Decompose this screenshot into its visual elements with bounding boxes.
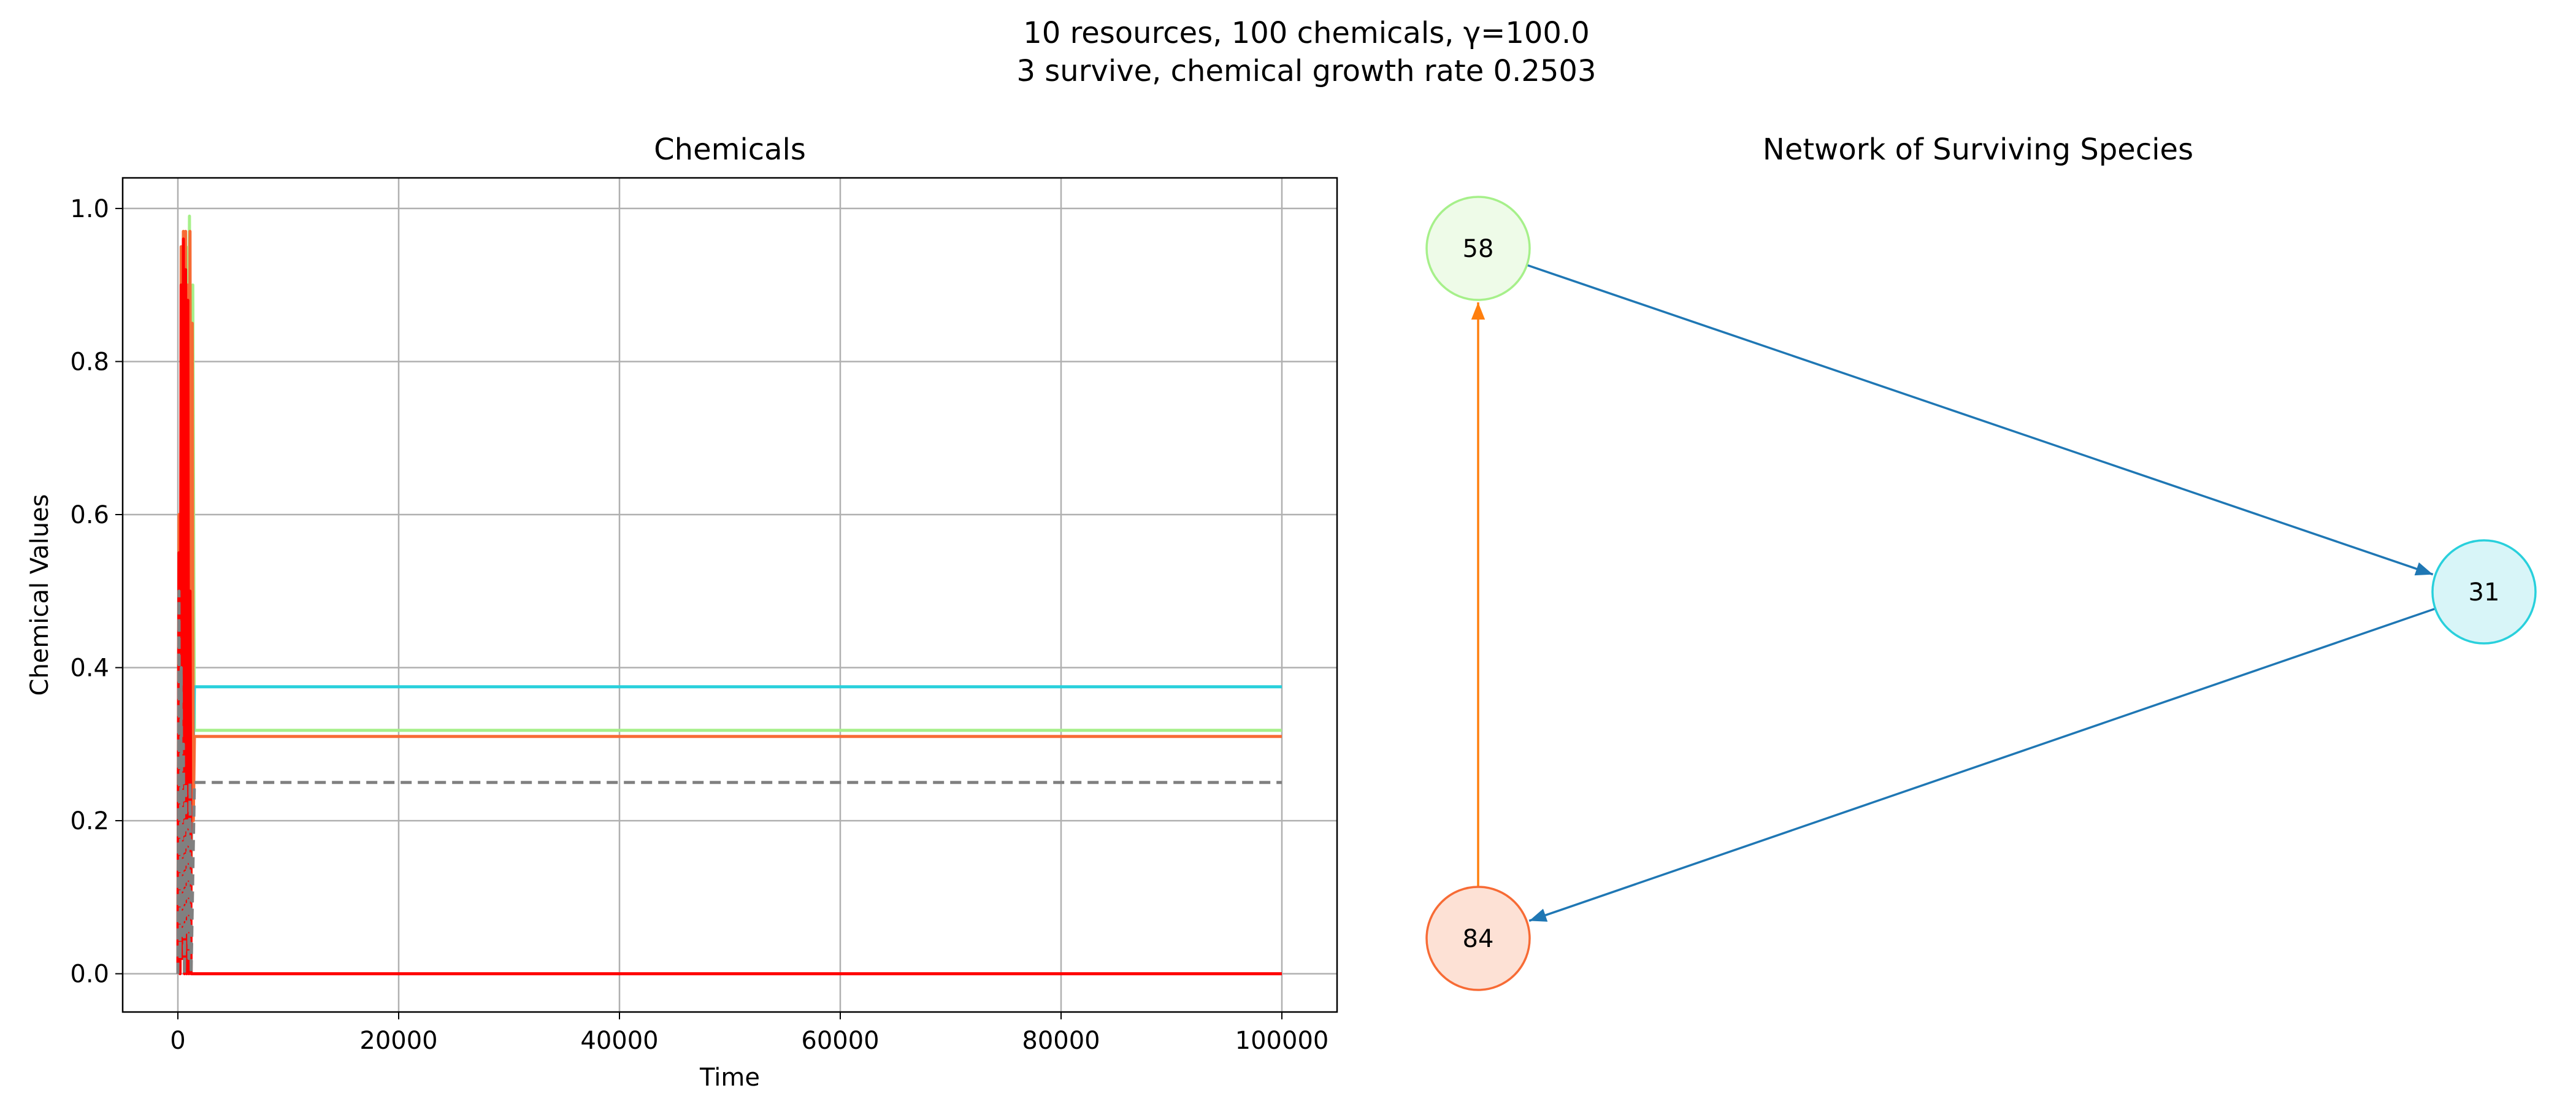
network-title: Network of Surviving Species [1763, 132, 2193, 167]
figure-suptitle-line1: 10 resources, 100 chemicals, γ=100.0 [1023, 16, 1589, 50]
chemicals-x-axis-label: Time [699, 1064, 760, 1092]
chemicals-grid [123, 178, 1337, 1012]
x-tick-label: 100000 [1235, 1027, 1329, 1055]
chemicals-plot-frame [121, 177, 1338, 1013]
node-label-84: 84 [1463, 925, 1494, 953]
chemicals-series [176, 214, 1282, 976]
edge-31-to-84 [1528, 607, 2436, 922]
series-line-0 [176, 214, 1282, 974]
chemicals-y-axis-label: Chemical Values [26, 494, 54, 696]
node-58 [1425, 196, 1531, 301]
y-tick-label: 1.0 [70, 195, 109, 223]
y-tick-label: 0.8 [70, 348, 109, 376]
edge-58-to-31 [1526, 264, 2434, 576]
series-line-4 [176, 589, 1282, 976]
figure-suptitle-line2: 3 survive, chemical growth rate 0.2503 [1017, 54, 1597, 88]
x-tick-label: 0 [170, 1027, 185, 1055]
chemicals-chart: Chemicals 0 20000 40000 60000 80000 100000 0.0… [26, 132, 1338, 1092]
series-line-3 [176, 237, 1282, 976]
network-edges [1471, 264, 2436, 922]
node-31 [2431, 539, 2537, 645]
node-84 [1425, 886, 1531, 991]
x-tick-label: 60000 [801, 1027, 879, 1055]
network-nodes: 58 31 84 [1425, 196, 2537, 991]
node-label-58: 58 [1463, 235, 1494, 263]
x-tick-label: 20000 [359, 1027, 437, 1055]
y-tick-label: 0.2 [70, 807, 109, 835]
x-tick-label: 80000 [1022, 1027, 1100, 1055]
network-chart: Network of Surviving Species 58 31 84 [1425, 132, 2537, 991]
y-tick-label: 0.4 [70, 654, 109, 683]
series-line-2 [176, 229, 1282, 974]
x-tick-label: 40000 [580, 1027, 658, 1055]
node-label-31: 31 [2469, 578, 2500, 607]
chemicals-title: Chemicals [654, 132, 806, 167]
y-tick-label: 0.0 [70, 960, 109, 989]
chemicals-ticks: 0 20000 40000 60000 80000 100000 0.0 0.2 0.4 0.6 0… [70, 195, 1328, 1055]
y-tick-label: 0.6 [70, 501, 109, 529]
